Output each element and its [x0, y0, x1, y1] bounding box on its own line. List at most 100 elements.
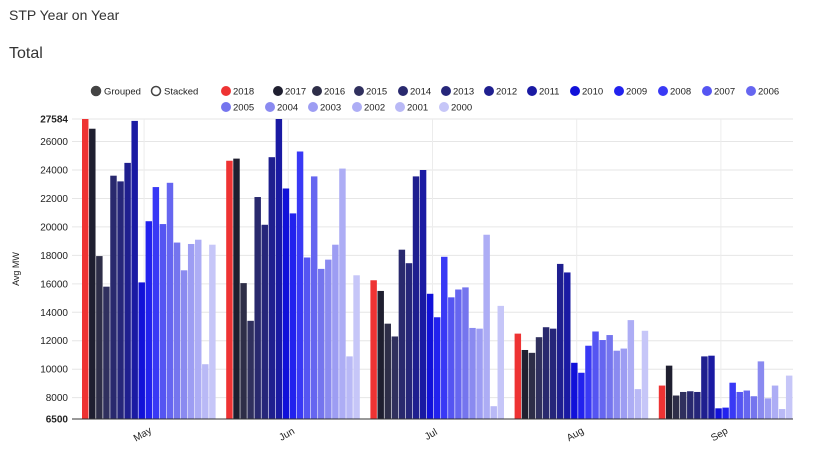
- bar[interactable]: [289, 213, 297, 419]
- bar[interactable]: [412, 176, 420, 419]
- bar[interactable]: [426, 293, 434, 419]
- bar[interactable]: [110, 175, 117, 419]
- bar[interactable]: [448, 297, 455, 419]
- legend-swatch[interactable]: [439, 102, 449, 112]
- bar[interactable]: [764, 398, 772, 419]
- bar[interactable]: [89, 128, 96, 420]
- legend-swatch[interactable]: [354, 86, 364, 96]
- bar[interactable]: [634, 389, 642, 419]
- bar[interactable]: [592, 331, 599, 419]
- legend-swatch[interactable]: [702, 86, 712, 96]
- bar[interactable]: [195, 239, 202, 419]
- bar[interactable]: [296, 151, 304, 419]
- bar[interactable]: [233, 158, 240, 419]
- bar[interactable]: [665, 365, 673, 419]
- bar[interactable]: [757, 361, 765, 419]
- bar[interactable]: [535, 337, 543, 419]
- bar[interactable]: [715, 408, 722, 419]
- bar[interactable]: [542, 327, 550, 419]
- legend-swatch[interactable]: [746, 86, 756, 96]
- bar[interactable]: [620, 348, 628, 419]
- bar[interactable]: [166, 182, 174, 419]
- bar[interactable]: [332, 244, 339, 419]
- bar[interactable]: [736, 391, 743, 419]
- bar[interactable]: [82, 119, 89, 419]
- bar[interactable]: [658, 385, 666, 419]
- bar[interactable]: [528, 352, 536, 419]
- bar[interactable]: [585, 345, 592, 419]
- legend-swatch[interactable]: [308, 102, 318, 112]
- bar[interactable]: [641, 330, 649, 419]
- bar[interactable]: [571, 362, 578, 419]
- bar[interactable]: [514, 333, 522, 419]
- bar[interactable]: [209, 244, 216, 419]
- bar[interactable]: [708, 355, 715, 419]
- bar[interactable]: [261, 224, 268, 419]
- bar[interactable]: [353, 275, 360, 419]
- bar[interactable]: [310, 176, 318, 419]
- bar[interactable]: [187, 243, 195, 419]
- bar[interactable]: [103, 286, 110, 419]
- bar[interactable]: [599, 340, 606, 419]
- bar[interactable]: [240, 283, 247, 419]
- bar[interactable]: [441, 256, 448, 419]
- bar[interactable]: [275, 119, 283, 419]
- bar[interactable]: [771, 385, 779, 419]
- legend-swatch[interactable]: [658, 86, 668, 96]
- bar[interactable]: [96, 256, 103, 419]
- bar[interactable]: [564, 272, 571, 419]
- stacked-radio[interactable]: [150, 85, 162, 97]
- legend-swatch[interactable]: [527, 86, 537, 96]
- bar[interactable]: [483, 234, 490, 419]
- bar[interactable]: [694, 391, 701, 419]
- bar[interactable]: [346, 356, 353, 419]
- bar[interactable]: [370, 280, 377, 419]
- bar[interactable]: [490, 406, 497, 419]
- bar[interactable]: [124, 162, 131, 419]
- bar[interactable]: [476, 328, 483, 419]
- bar[interactable]: [521, 349, 529, 419]
- bar[interactable]: [247, 320, 254, 419]
- bar[interactable]: [729, 382, 736, 419]
- bar[interactable]: [254, 197, 261, 419]
- bar[interactable]: [226, 160, 233, 419]
- legend-swatch[interactable]: [221, 86, 231, 96]
- bar[interactable]: [578, 372, 585, 419]
- bar[interactable]: [722, 407, 729, 419]
- legend-swatch[interactable]: [273, 86, 283, 96]
- legend-swatch[interactable]: [312, 86, 322, 96]
- bar[interactable]: [282, 188, 290, 419]
- bar[interactable]: [405, 263, 413, 419]
- bar[interactable]: [606, 335, 613, 419]
- bar[interactable]: [679, 391, 687, 419]
- bar[interactable]: [391, 336, 399, 419]
- bar[interactable]: [152, 187, 160, 419]
- legend-swatch[interactable]: [221, 102, 231, 112]
- bar[interactable]: [701, 356, 708, 419]
- bar[interactable]: [743, 390, 751, 419]
- bar[interactable]: [497, 305, 504, 419]
- legend-swatch[interactable]: [441, 86, 451, 96]
- bar[interactable]: [419, 169, 427, 419]
- bar[interactable]: [462, 287, 469, 419]
- bar[interactable]: [180, 270, 188, 419]
- legend-swatch[interactable]: [265, 102, 275, 112]
- legend-swatch[interactable]: [398, 86, 408, 96]
- bar[interactable]: [672, 395, 680, 419]
- legend-swatch[interactable]: [570, 86, 580, 96]
- legend-swatch[interactable]: [352, 102, 362, 112]
- bar[interactable]: [117, 181, 124, 419]
- bar[interactable]: [325, 259, 332, 419]
- bar[interactable]: [131, 120, 138, 419]
- grouped-radio[interactable]: [90, 85, 102, 97]
- bar[interactable]: [750, 396, 758, 419]
- bar[interactable]: [549, 328, 557, 419]
- bar[interactable]: [778, 409, 786, 419]
- bar[interactable]: [455, 289, 462, 419]
- bar[interactable]: [627, 320, 635, 419]
- bar[interactable]: [145, 221, 153, 419]
- bar[interactable]: [785, 375, 793, 419]
- legend-swatch[interactable]: [395, 102, 405, 112]
- bar[interactable]: [433, 317, 441, 419]
- bar[interactable]: [138, 282, 145, 419]
